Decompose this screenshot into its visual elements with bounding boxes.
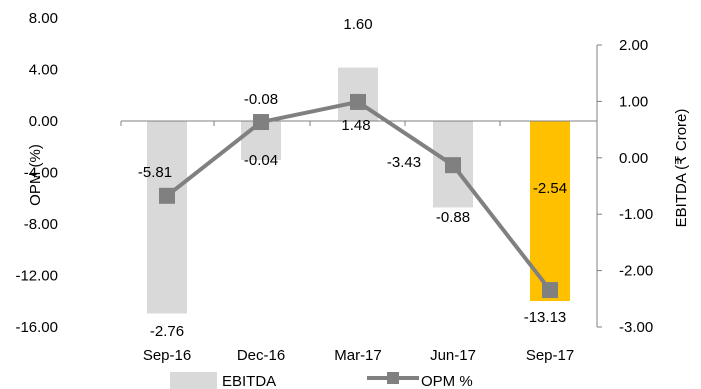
category-label-0: Sep-16 — [143, 347, 191, 364]
axes: 8.00 4.00 0.00 -4.00 -8.00 -12.00 -16.00 2.00 1.… — [15, 10, 653, 364]
right-tick-label-4: -2.00 — [619, 263, 653, 280]
left-tick-label-5: -12.00 — [15, 268, 58, 285]
left-tick-label-0: 8.00 — [29, 10, 58, 27]
opm-label-4: -13.13 — [524, 309, 567, 326]
ebitda-label-2: 1.60 — [343, 16, 372, 33]
ebitda-bar-0 — [147, 121, 187, 314]
right-tick-label-0: 2.00 — [619, 37, 648, 54]
ebitda-label-0: -2.76 — [150, 323, 184, 340]
left-tick-label-2: 0.00 — [29, 113, 58, 130]
category-label-3: Jun-17 — [430, 347, 476, 364]
right-tick-label-2: 0.00 — [619, 150, 648, 167]
opm-marker-1 — [253, 114, 269, 131]
right-tick-label-5: -3.00 — [619, 319, 653, 336]
opm-marker-0 — [159, 187, 175, 204]
legend-opm-label: OPM % — [421, 373, 473, 389]
left-tick-label-6: -16.00 — [15, 319, 58, 336]
left-tick-label-3: -4.00 — [24, 165, 58, 182]
left-tick-label-4: -8.00 — [24, 216, 58, 233]
opm-label-2: 1.48 — [341, 117, 370, 134]
ebitda-label-1: -0.04 — [244, 152, 278, 169]
legend-ebitda-swatch — [170, 372, 217, 389]
ebitda-label-3: -0.88 — [436, 209, 470, 226]
right-tick-label-1: 1.00 — [619, 93, 648, 110]
opm-line — [159, 93, 558, 299]
data-labels: -2.76 -0.04 1.60 -0.88 -2.54 -5.81 -0.08 1.48 -3… — [138, 16, 567, 340]
left-tick-label-1: 4.00 — [29, 62, 58, 79]
opm-label-1: -0.08 — [244, 91, 278, 108]
right-tick-label-3: -1.00 — [619, 206, 653, 223]
category-label-4: Sep-17 — [526, 347, 574, 364]
opm-marker-3 — [445, 157, 461, 174]
legend: EBITDA OPM % — [170, 372, 473, 389]
category-label-1: Dec-16 — [237, 347, 285, 364]
ebitda-label-4: -2.54 — [533, 180, 567, 197]
opm-marker-4 — [542, 282, 558, 299]
legend-ebitda-label: EBITDA — [222, 373, 276, 389]
left-axis-title: OPM (%) — [27, 144, 44, 206]
category-label-2: Mar-17 — [334, 347, 382, 364]
right-axis-title: EBITDA (₹ Crore) — [673, 109, 690, 228]
opm-marker-2 — [350, 93, 366, 110]
opm-label-3: -3.43 — [387, 154, 421, 171]
opm-label-0: -5.81 — [138, 164, 172, 181]
legend-opm-marker — [387, 372, 399, 384]
